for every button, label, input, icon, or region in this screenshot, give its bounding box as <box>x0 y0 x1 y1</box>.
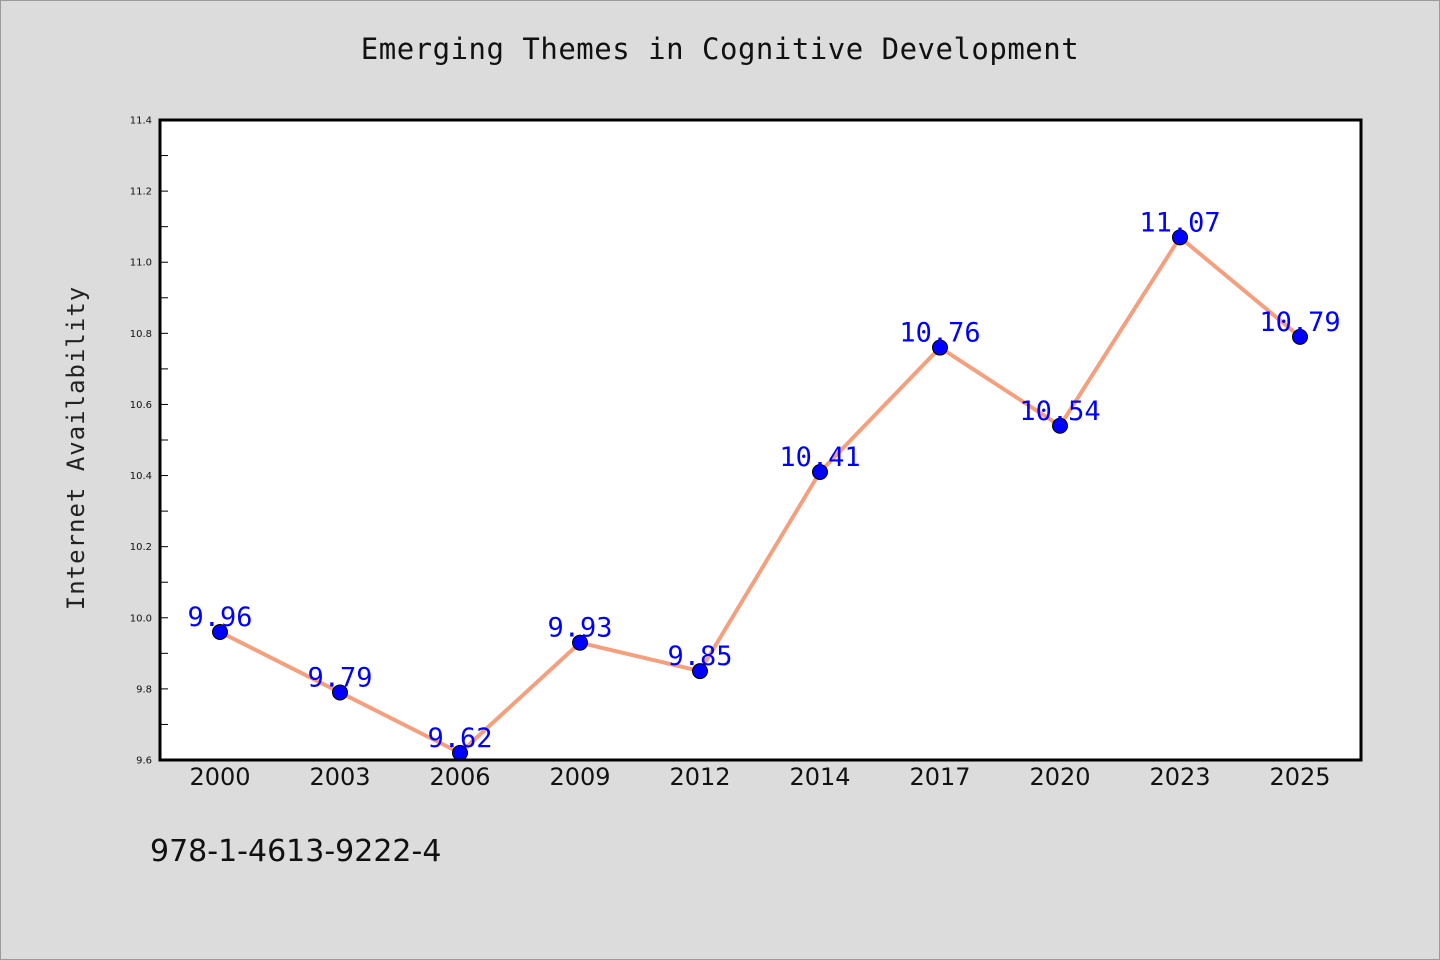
data-label: 9.93 <box>547 613 612 644</box>
chart-title: Emerging Themes in Cognitive Development <box>360 32 1080 66</box>
data-labels-layer: 9.96 9.79 9.62 9.93 9.85 10.41 10.76 10.54 11.07… <box>187 207 1340 754</box>
y-tick-label: 10.6 <box>130 400 152 411</box>
data-point <box>692 663 708 680</box>
data-label: 9.79 <box>307 662 372 693</box>
data-point <box>1172 229 1188 246</box>
data-label: 10.54 <box>1019 396 1100 427</box>
data-point <box>1292 328 1308 345</box>
series-line <box>218 235 1302 755</box>
data-label: 9.85 <box>667 641 732 672</box>
data-label: 10.76 <box>899 318 980 349</box>
data-label: 9.96 <box>187 602 252 633</box>
x-tick-label: 2017 <box>909 763 970 791</box>
x-tick-label: 2025 <box>1269 763 1330 791</box>
x-tick-label: 2000 <box>189 763 250 791</box>
data-point <box>212 624 228 640</box>
plot-area <box>160 120 1361 760</box>
data-point <box>1052 417 1068 434</box>
data-label: 10.79 <box>1259 307 1340 338</box>
y-tick-label: 11.2 <box>130 187 152 198</box>
y-tick-label: 10.2 <box>130 542 152 553</box>
data-label: 11.07 <box>1139 207 1220 238</box>
isbn-text: 978-1-4613-9222-4 <box>150 834 442 869</box>
y-tick-label: 11.4 <box>130 116 152 127</box>
plot-border <box>158 118 1363 762</box>
x-tick-label: 2020 <box>1029 763 1090 791</box>
y-tick-label: 10.0 <box>130 613 152 624</box>
x-tick-label: 2023 <box>1149 763 1210 791</box>
data-label: 10.41 <box>779 442 860 473</box>
y-axis-label: Internet Availability <box>62 286 90 610</box>
data-point <box>812 464 828 480</box>
series-layer <box>212 229 1308 761</box>
x-tick-label: 2012 <box>669 763 730 791</box>
y-tick-label: 9.6 <box>136 756 152 767</box>
y-tick-label: 10.4 <box>130 471 152 482</box>
y-tick-label: 10.8 <box>130 329 152 340</box>
x-tick-label: 2006 <box>429 763 490 791</box>
x-tick-label: 2014 <box>789 763 850 791</box>
data-point <box>932 339 948 356</box>
x-tick-label: 2009 <box>549 763 610 791</box>
data-label: 9.62 <box>427 723 492 754</box>
x-tick-label: 2003 <box>309 763 370 791</box>
data-point <box>572 634 588 651</box>
y-tick-label: 11.0 <box>130 258 152 269</box>
ticks-layer: 9.6 9.8 10.0 10.2 10.4 10.6 10.8 11.0 11.2 11.4 20… <box>130 116 1331 792</box>
y-tick-label: 9.8 <box>136 684 152 695</box>
data-point <box>332 684 348 701</box>
